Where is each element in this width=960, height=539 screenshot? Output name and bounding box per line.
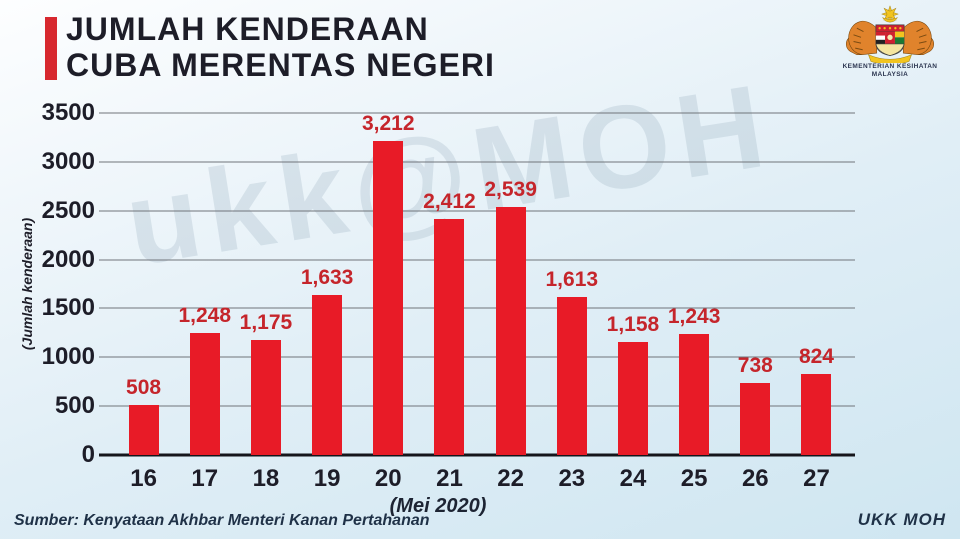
title-accent-bar [45, 17, 57, 80]
bar-18: 1,175 [240, 311, 292, 455]
x-tick-label-24: 24 [619, 465, 647, 492]
ministry-caption-line1: KEMENTERIAN KESIHATAN [842, 63, 938, 70]
bar-16: 508 [126, 376, 161, 455]
gridline-1000 [99, 356, 855, 358]
bar-value-label-20: 3,212 [361, 112, 415, 136]
bar-column-20: 3,212 [358, 112, 419, 455]
ministry-caption-line2: MALAYSIA [871, 71, 909, 79]
gridline-500 [99, 405, 855, 407]
bar-column-22: 2,539 [480, 113, 541, 455]
bar-value-label-24: 1,158 [606, 312, 660, 336]
bar-value-label-25: 1,243 [667, 304, 721, 328]
x-tick-label-17: 17 [191, 465, 219, 492]
page-title: JUMLAH KENDERAAN CUBA MERENTAS NEGERI [66, 11, 495, 84]
bar-27: 824 [799, 345, 834, 455]
bar-21: 2,412 [423, 190, 476, 455]
x-tick-label-25: 25 [680, 465, 708, 492]
coat-of-arms-icon [846, 5, 934, 63]
bar-column-23: 1,613 [541, 113, 602, 455]
x-tick-label-20: 20 [374, 465, 402, 492]
x-tick-label-19: 19 [313, 465, 341, 492]
x-tick-label-23: 23 [558, 465, 586, 492]
x-tick-label-26: 26 [741, 465, 769, 492]
bar-value-label-18: 1,175 [239, 311, 293, 335]
bar-value-label-22: 2,539 [484, 177, 537, 201]
source-note: Sumber: Kenyataan Akhbar Menteri Kanan P… [14, 512, 430, 529]
bar-column-26: 738 [725, 113, 786, 455]
gridline-3000 [99, 161, 855, 163]
bar-26: 738 [738, 354, 773, 455]
bar-column-24: 1,158 [602, 113, 663, 455]
ministry-caption: KEMENTERIAN KESIHATAN MALAYSIA [833, 63, 947, 79]
bar-20: 3,212 [362, 112, 415, 455]
bar-23: 1,613 [546, 268, 598, 455]
bar-column-25: 1,243 [664, 113, 725, 455]
bar-value-label-23: 1,613 [545, 268, 599, 292]
bar-25: 1,243 [668, 305, 720, 455]
plot-area: 508 1,248 1,175 1,633 3,212 2,412 2,539 1,613 1,… [42, 101, 855, 517]
bar-column-16: 508 [113, 113, 174, 455]
x-tick-label-18: 18 [252, 465, 280, 492]
gridline-2000 [99, 259, 855, 261]
x-tick-label-16: 16 [130, 465, 157, 492]
bars-row: 508 1,248 1,175 1,633 3,212 2,412 2,539 1,613 1,… [105, 112, 855, 455]
bar-column-19: 1,633 [297, 113, 358, 455]
bar-value-label-27: 824 [798, 345, 834, 369]
bar-column-17: 1,248 [174, 113, 235, 455]
page-title-line1: JUMLAH KENDERAAN [66, 11, 429, 47]
bar-24: 1,158 [607, 313, 659, 455]
bar-column-27: 824 [786, 113, 847, 455]
gridline-3500 [99, 112, 855, 114]
bar-value-label-19: 1,633 [300, 266, 354, 290]
gridline-1500 [99, 307, 855, 309]
gridline-2500 [99, 210, 855, 212]
bar-column-21: 2,412 [419, 113, 480, 455]
bar-value-label-16: 508 [126, 376, 162, 400]
x-ticks-row: 16 17 18 19 20 21 22 23 24 25 26 27 [105, 465, 855, 493]
bar-22: 2,539 [484, 178, 537, 455]
x-axis-title: (Mei 2020) [389, 495, 487, 517]
bar-19: 1,633 [301, 266, 353, 455]
bar-value-label-17: 1,248 [178, 304, 232, 328]
page-title-line2: CUBA MERENTAS NEGERI [66, 46, 495, 83]
y-axis-title: (Jumlah kenderaan) [19, 217, 35, 351]
ministry-logo: KEMENTERIAN KESIHATAN MALAYSIA [833, 5, 947, 79]
bar-17: 1,248 [178, 304, 231, 455]
x-tick-label-27: 27 [803, 465, 830, 492]
bar-column-18: 1,175 [235, 113, 296, 455]
bar-value-label-21: 2,412 [423, 190, 476, 214]
credit-note: UKK MOH [857, 510, 946, 529]
bar-value-label-26: 738 [737, 353, 773, 377]
x-axis-line [99, 453, 855, 457]
x-tick-label-22: 22 [497, 465, 524, 492]
x-tick-label-21: 21 [436, 465, 463, 492]
